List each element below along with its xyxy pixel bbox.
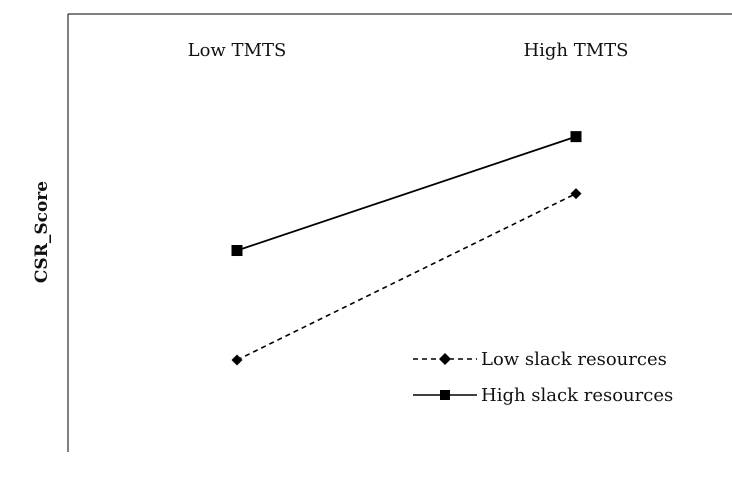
legend-item-low-slack: Low slack resources [413,349,667,370]
data-point-high-slack-resources-high-tmts [570,131,582,143]
x-tick-label-high-tmts: High TMTS [523,40,628,61]
series-high-slack-resources [231,131,582,257]
legend-label-high-slack: High slack resources [481,385,673,406]
x-tick-label-low-tmts: Low TMTS [188,40,287,61]
series-line-low-slack-resources [236,192,577,361]
data-point-high-slack-resources-low-tmts [231,245,243,257]
series-line-high-slack-resources [236,135,577,252]
data-point-low-slack-resources-high-tmts [570,188,582,200]
legend-square-marker [440,390,450,400]
series-layer [231,131,582,366]
series-low-slack-resources [231,188,582,366]
y-axis-label: CSR_Score [32,181,52,283]
legend-diamond-marker [439,353,451,365]
legend-label-low-slack: Low slack resources [481,349,667,370]
legend: Low slack resources High slack resources [413,349,673,406]
legend-item-high-slack: High slack resources [413,385,673,406]
data-point-low-slack-resources-low-tmts [231,354,243,366]
